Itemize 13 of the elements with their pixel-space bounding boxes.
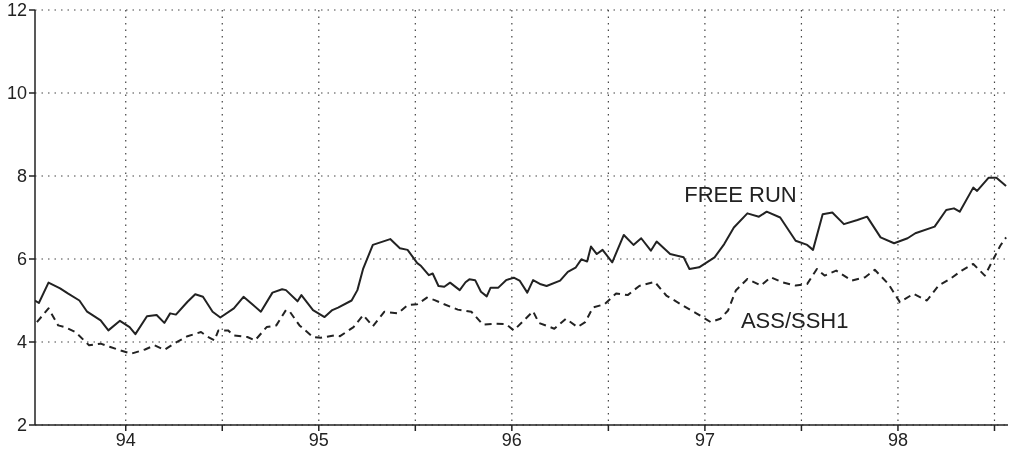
y-tick-label: 2 xyxy=(16,415,27,436)
series-label: ASS/SSH1 xyxy=(740,307,849,334)
y-tick-label: 6 xyxy=(16,249,27,270)
y-tick-label: 4 xyxy=(16,332,27,353)
x-tick-label: 95 xyxy=(308,429,329,450)
x-tick-label: 98 xyxy=(887,429,908,450)
x-tick-label: 94 xyxy=(115,429,136,450)
y-tick-label: 12 xyxy=(6,0,27,21)
x-tick-label: 97 xyxy=(694,429,715,450)
y-tick-label: 10 xyxy=(6,83,27,104)
y-tick-label: 8 xyxy=(16,166,27,187)
x-tick-label: 96 xyxy=(501,429,522,450)
series-label: FREE RUN xyxy=(684,182,797,209)
